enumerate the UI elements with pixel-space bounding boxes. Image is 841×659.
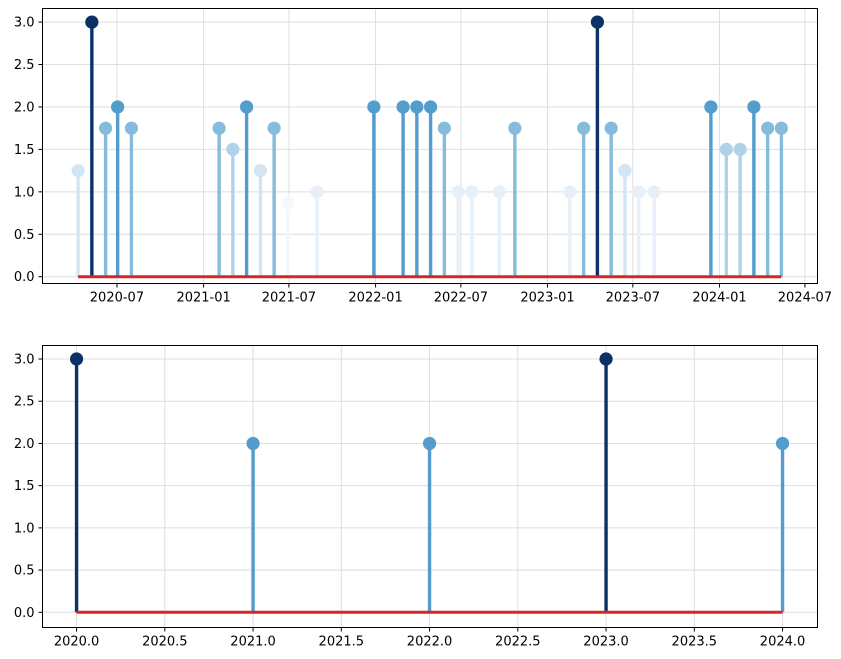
x-tick-label: 2022-07 (434, 291, 488, 306)
x-tick-label: 2021.5 (319, 635, 365, 650)
x-tick-label: 2022.0 (407, 635, 453, 650)
x-tick-label: 2023-01 (520, 291, 574, 306)
stem-marker (632, 185, 646, 199)
stem-marker (492, 185, 506, 199)
stem-marker (451, 185, 465, 199)
stem-marker (437, 121, 451, 135)
stem-marker (563, 185, 577, 199)
stem-marker (253, 164, 267, 178)
stem-marker (775, 436, 790, 451)
stem-marker (85, 15, 99, 29)
bottom-yearly-stem-plot: 2020.0 2020.5 2021.0 2021.5 2022.0 2022.5 2023… (14, 345, 818, 650)
x-tick-label: 2021-01 (176, 291, 230, 306)
stem-marker (719, 142, 733, 156)
stem-marker (599, 352, 613, 366)
y-tick-label: 1.5 (14, 143, 35, 158)
y-tick-label: 2.5 (14, 395, 35, 410)
stem-marker (396, 100, 410, 114)
stem-marker (704, 100, 718, 114)
stem-marker (577, 121, 591, 135)
stem-marker (310, 185, 324, 199)
stem-marker (410, 100, 424, 114)
x-tick-label: 2021-07 (262, 291, 316, 306)
stem-marker (733, 142, 747, 156)
y-tick-label: 0.5 (14, 564, 35, 579)
top-monthly-stem-plot: 2020-07 2021-01 2021-07 2022-01 2022-07 2023-… (14, 8, 832, 306)
x-tick-label: 2024-01 (692, 291, 746, 306)
stem-marker (246, 436, 260, 451)
x-tick-label: 2024.0 (760, 635, 806, 650)
y-tick-label: 0.0 (14, 270, 35, 285)
x-tick-label: 2020.0 (54, 635, 100, 650)
plot-frame (42, 8, 818, 284)
stem-marker (267, 121, 281, 135)
stem-marker (422, 436, 437, 451)
y-tick-label: 0.5 (14, 228, 35, 243)
stem-marker (99, 121, 113, 135)
y-tick-label: 2.0 (14, 437, 35, 452)
stem-marker (618, 164, 632, 178)
y-tick-label: 1.0 (14, 185, 35, 200)
stem-marker (240, 100, 254, 114)
x-tick-label: 2022-01 (348, 291, 402, 306)
x-tick-label: 2020.5 (142, 635, 188, 650)
stem-marker (604, 121, 618, 135)
y-tick-label: 0.0 (14, 606, 35, 621)
stem-marker (761, 121, 775, 135)
stem-marker (226, 142, 240, 156)
x-tick-label: 2022.5 (495, 635, 541, 650)
stem-marker (508, 121, 522, 135)
y-tick-label: 2.0 (14, 100, 35, 115)
x-tick-label: 2021.0 (230, 635, 276, 650)
stem-marker (281, 195, 295, 210)
y-tick-label: 3.0 (14, 16, 35, 31)
stem-marker (590, 15, 604, 29)
stem-marker (367, 100, 381, 114)
stem-marker (465, 185, 479, 199)
stem-marker (69, 352, 84, 366)
x-tick-label: 2024-07 (778, 291, 832, 306)
y-tick-label: 1.5 (14, 479, 35, 494)
x-tick-label: 2023.5 (672, 635, 718, 650)
x-tick-label: 2023-07 (606, 291, 660, 306)
stem-marker (647, 185, 661, 199)
stem-marker (212, 121, 226, 135)
x-tick-label: 2023.0 (583, 635, 629, 650)
y-tick-label: 1.0 (14, 521, 35, 536)
stem-marker (747, 100, 761, 114)
stem-marker (111, 100, 125, 114)
stem-marker (124, 121, 139, 135)
x-tick-label: 2020-07 (90, 291, 144, 306)
y-tick-label: 3.0 (14, 353, 35, 368)
stem-marker (774, 121, 788, 135)
y-tick-label: 2.5 (14, 58, 35, 73)
stem-marker (424, 100, 438, 114)
stem-marker (71, 164, 85, 178)
